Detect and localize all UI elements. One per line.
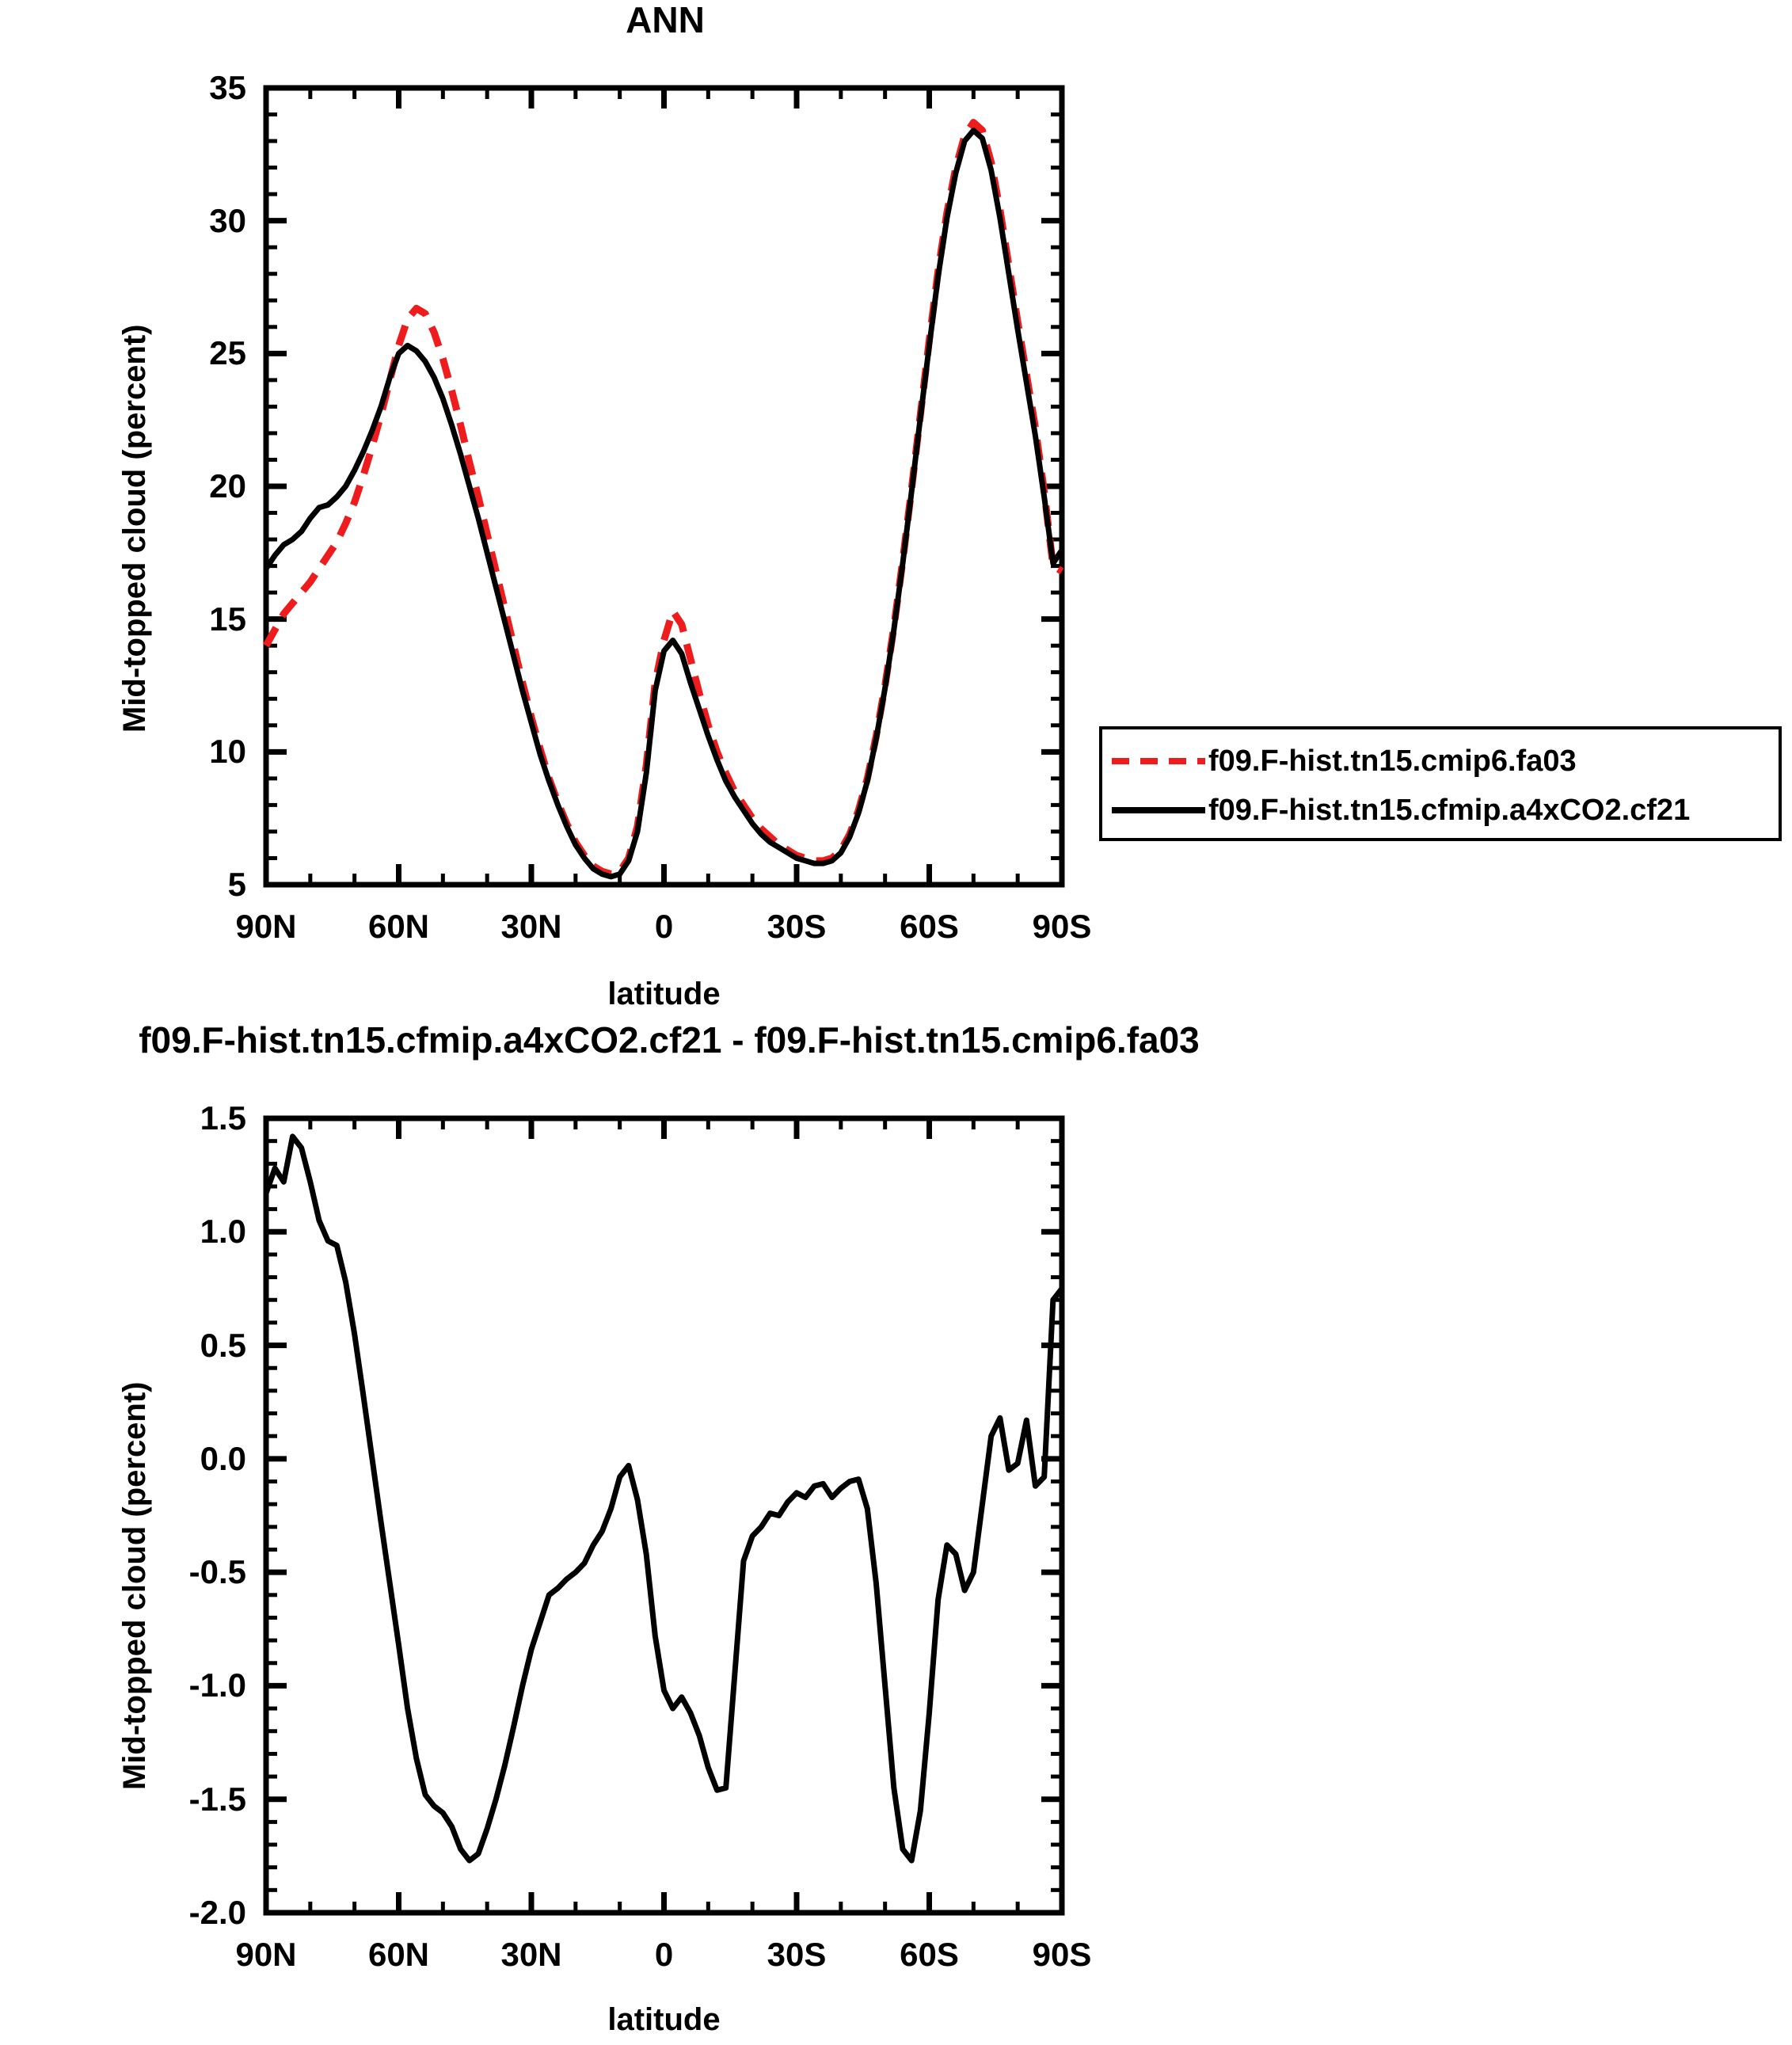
top-panel-xtick-0: 0: [654, 908, 674, 945]
top-panel-xtick-90N: 90N: [235, 908, 297, 945]
top-panel-ytick-25: 25: [209, 334, 246, 372]
top-panel-ytick-5: 5: [227, 866, 246, 903]
series-line-0: [263, 1133, 1064, 1864]
top-panel-ytick-30: 30: [209, 201, 246, 239]
bottom-panel-ytick-1.0: 1.0: [200, 1213, 246, 1251]
top-panel-x-axis-label: latitude: [607, 977, 721, 1011]
bottom-panel-ytick--1.0: -1.0: [188, 1666, 246, 1704]
legend-item-1: f09.F-hist.tn15.cfmip.a4xCO2.cf21: [1102, 786, 1690, 834]
page-title: ANN: [626, 0, 705, 40]
bottom-panel-xtick-60S: 60S: [900, 1936, 959, 1973]
bottom-panel-xtick-90S: 90S: [1032, 1936, 1092, 1973]
bottom-panel-ytick--0.5: -0.5: [188, 1553, 246, 1591]
difference-panel-title: f09.F-hist.tn15.cfmip.a4xCO2.cf21 - f09.…: [139, 1019, 1200, 1061]
top-panel-xtick-60S: 60S: [900, 908, 959, 945]
bottom-panel-ytick--2.0: -2.0: [188, 1894, 246, 1931]
legend-label-0: f09.F-hist.tn15.cmip6.fa03: [1208, 744, 1577, 778]
top-panel-y-axis-label: Mid-topped cloud (percent): [117, 324, 152, 733]
bottom-panel-ytick-0.0: 0.0: [200, 1439, 246, 1477]
bottom-panel-xtick-60N: 60N: [367, 1936, 430, 1973]
series-line-1: [264, 128, 1064, 880]
bottom-panel-xtick-30S: 30S: [767, 1936, 827, 1973]
top-panel-ytick-15: 15: [209, 600, 246, 638]
bottom-panel-ytick-1.5: 1.5: [200, 1099, 246, 1137]
bottom-panel-x-axis-label: latitude: [607, 2002, 721, 2037]
legend-swatch-solid-line-icon: [1112, 807, 1205, 813]
bottom-panel-ytick-0.5: 0.5: [200, 1326, 246, 1364]
bottom-panel-ytick--1.5: -1.5: [188, 1780, 246, 1818]
top-panel-xtick-60N: 60N: [367, 908, 430, 945]
top-panel-ytick-35: 35: [209, 69, 246, 106]
legend-swatch-dashed-line-icon: [1112, 758, 1205, 764]
top-panel-xtick-30N: 30N: [500, 908, 562, 945]
legend: f09.F-hist.tn15.cmip6.fa03 f09.F-hist.tn…: [1099, 726, 1782, 841]
top-panel-xtick-90S: 90S: [1032, 908, 1092, 945]
legend-label-1: f09.F-hist.tn15.cfmip.a4xCO2.cf21: [1208, 793, 1691, 827]
bottom-panel-xtick-90N: 90N: [235, 1936, 297, 1973]
bottom-panel-xtick-0: 0: [654, 1936, 674, 1973]
top-panel-xtick-30S: 30S: [767, 908, 827, 945]
top-panel-ytick-20: 20: [209, 467, 246, 505]
legend-item-0: f09.F-hist.tn15.cmip6.fa03: [1102, 737, 1577, 785]
bottom-panel-xtick-30N: 30N: [500, 1936, 562, 1973]
top-panel-ytick-10: 10: [209, 733, 246, 771]
